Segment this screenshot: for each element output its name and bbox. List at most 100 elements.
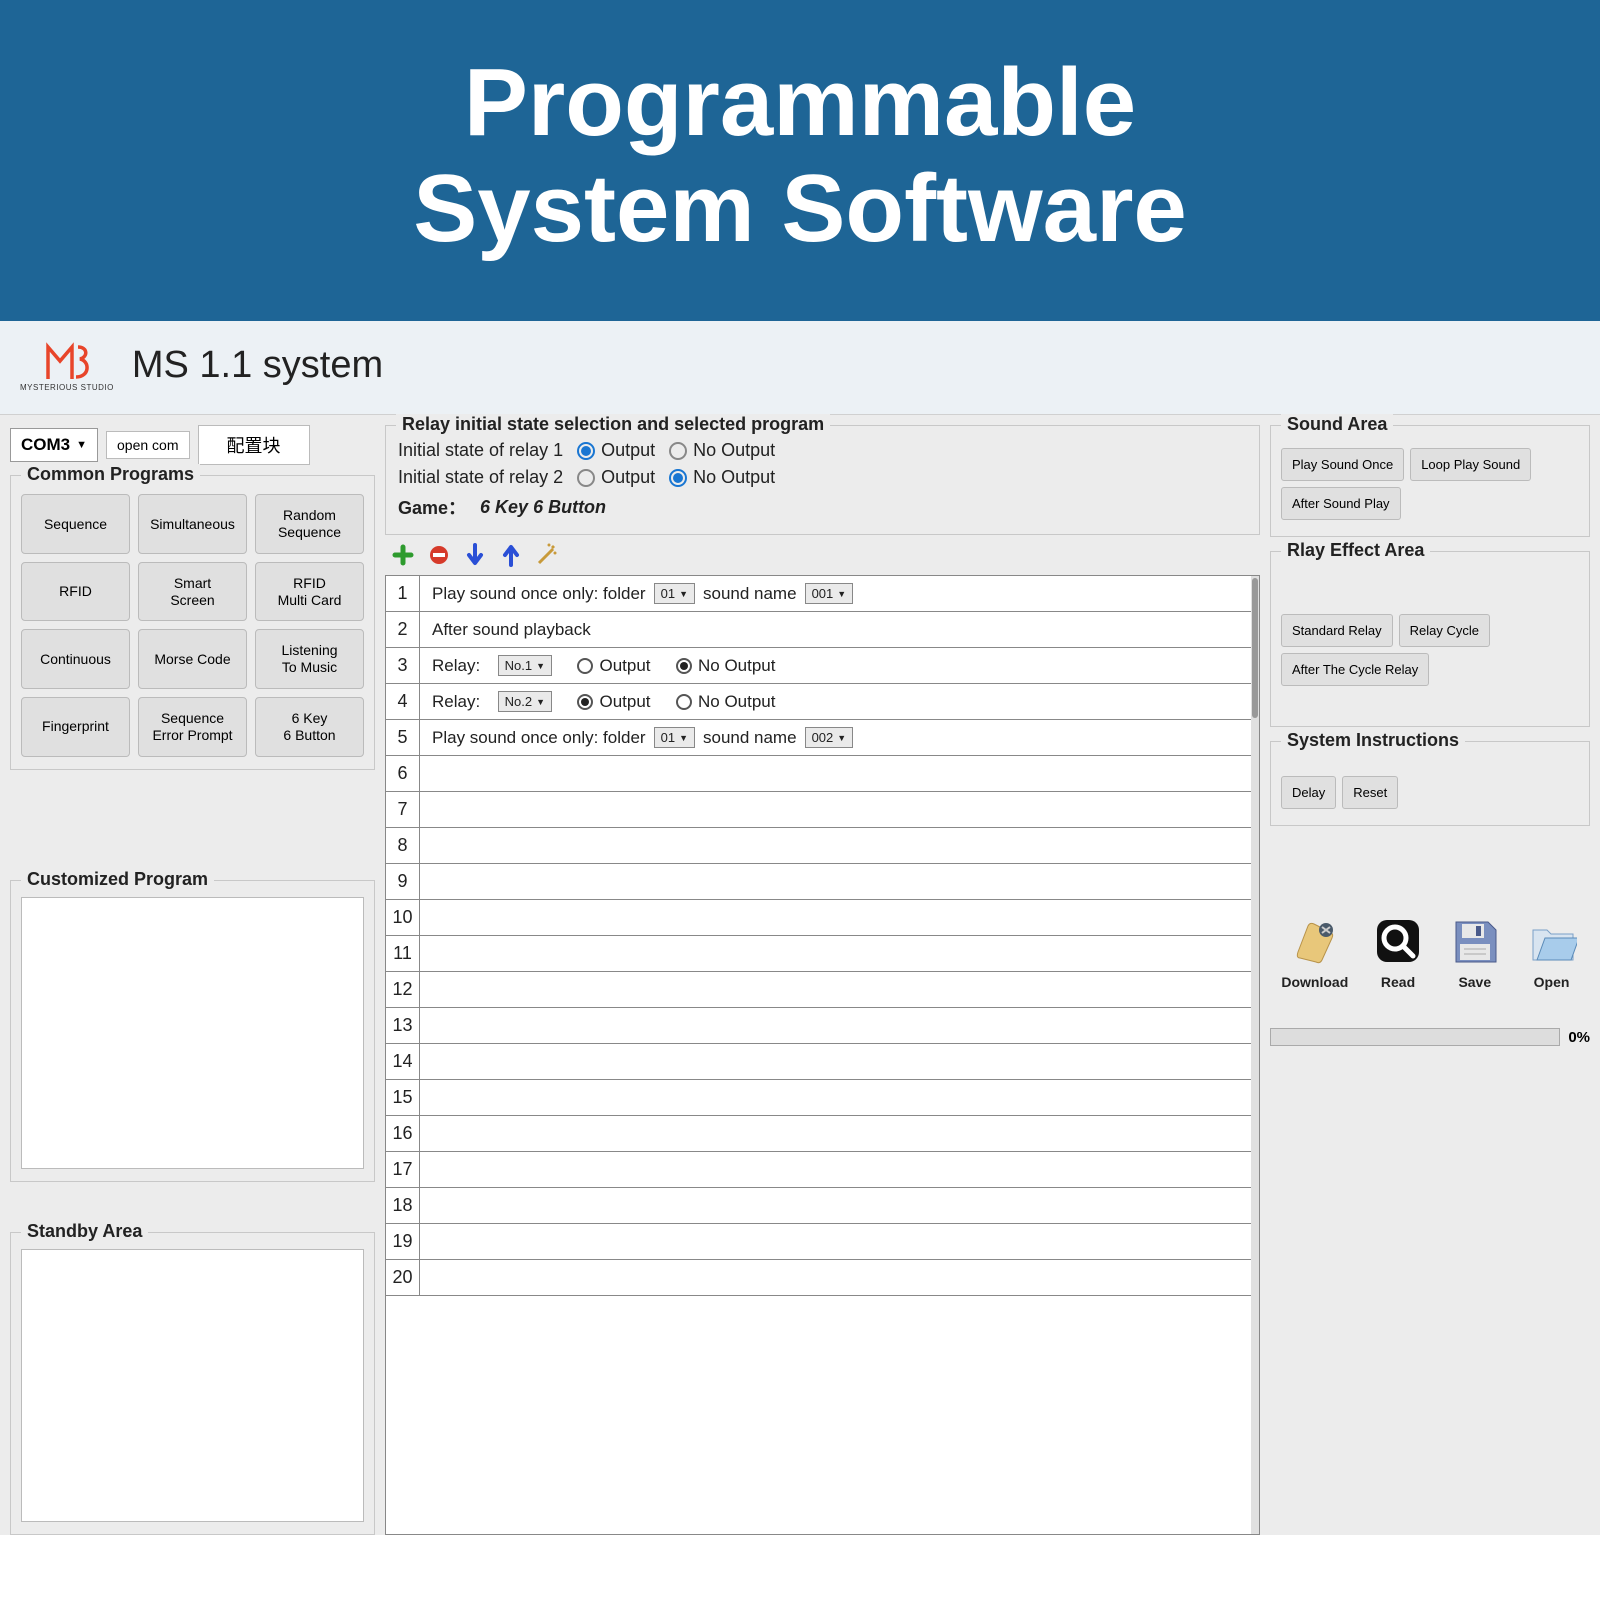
mini-select[interactable]: No.2 ▼ bbox=[498, 691, 552, 712]
step-row[interactable]: 7 bbox=[386, 792, 1251, 828]
action-button[interactable]: Relay Cycle bbox=[1399, 614, 1490, 647]
step-row[interactable]: 17 bbox=[386, 1152, 1251, 1188]
relay2-nooutput-radio[interactable]: No Output bbox=[669, 467, 775, 488]
step-number: 8 bbox=[386, 828, 420, 863]
step-content bbox=[420, 840, 1251, 852]
read-button[interactable]: Read bbox=[1371, 914, 1425, 990]
action-button[interactable]: After The Cycle Relay bbox=[1281, 653, 1429, 686]
mini-select[interactable]: 01 ▼ bbox=[654, 727, 695, 748]
move-up-icon[interactable] bbox=[499, 543, 523, 567]
action-button[interactable]: After Sound Play bbox=[1281, 487, 1401, 520]
relay1-label: Initial state of relay 1 bbox=[398, 440, 563, 461]
step-number: 4 bbox=[386, 684, 420, 719]
program-button[interactable]: SmartScreen bbox=[138, 562, 247, 622]
step-content: Play sound once only: folder 01 ▼ sound … bbox=[420, 721, 1251, 754]
step-number: 3 bbox=[386, 648, 420, 683]
step-row[interactable]: 3Relay: No.1 ▼ Output No Output bbox=[386, 648, 1251, 684]
relay1-output-radio[interactable]: Output bbox=[577, 440, 655, 461]
standby-area-box[interactable] bbox=[21, 1249, 364, 1522]
step-row[interactable]: 10 bbox=[386, 900, 1251, 936]
mini-select[interactable]: 002 ▼ bbox=[805, 727, 854, 748]
remove-icon[interactable] bbox=[427, 543, 451, 567]
step-radio[interactable]: Output bbox=[577, 656, 650, 676]
left-column: COM3▼ open com 配置块 Common Programs Seque… bbox=[10, 425, 375, 1535]
step-row[interactable]: 6 bbox=[386, 756, 1251, 792]
download-icon bbox=[1290, 916, 1340, 966]
common-programs-panel: Common Programs SequenceSimultaneousRand… bbox=[10, 475, 375, 769]
action-button[interactable]: Reset bbox=[1342, 776, 1398, 809]
program-button[interactable]: RFID bbox=[21, 562, 130, 622]
program-button[interactable]: ListeningTo Music bbox=[255, 629, 364, 689]
step-number: 6 bbox=[386, 756, 420, 791]
download-button[interactable]: Download bbox=[1281, 914, 1348, 990]
program-button[interactable]: SequenceError Prompt bbox=[138, 697, 247, 757]
step-row[interactable]: 14 bbox=[386, 1044, 1251, 1080]
relay2-output-radio[interactable]: Output bbox=[577, 467, 655, 488]
add-icon[interactable] bbox=[391, 543, 415, 567]
step-number: 19 bbox=[386, 1224, 420, 1259]
step-row[interactable]: 8 bbox=[386, 828, 1251, 864]
program-button[interactable]: Fingerprint bbox=[21, 697, 130, 757]
step-content: After sound playback bbox=[420, 614, 1251, 646]
program-button[interactable]: Morse Code bbox=[138, 629, 247, 689]
mini-select[interactable]: 01 ▼ bbox=[654, 583, 695, 604]
title-bar: MYSTERIOUS STUDIO MS 1.1 system bbox=[0, 321, 1600, 415]
program-button[interactable]: Simultaneous bbox=[138, 494, 247, 554]
file-operations: Download Read Save Open bbox=[1270, 914, 1590, 990]
relay-state-panel: Relay initial state selection and select… bbox=[385, 425, 1260, 535]
step-row[interactable]: 20 bbox=[386, 1260, 1251, 1296]
save-button[interactable]: Save bbox=[1448, 914, 1502, 990]
mini-select[interactable]: No.1 ▼ bbox=[498, 655, 552, 676]
step-table: 1Play sound once only: folder 01 ▼ sound… bbox=[385, 575, 1260, 1535]
step-content bbox=[420, 1092, 1251, 1104]
relay-panel-title: Relay initial state selection and select… bbox=[396, 414, 830, 435]
step-radio[interactable]: No Output bbox=[676, 656, 776, 676]
step-row[interactable]: 15 bbox=[386, 1080, 1251, 1116]
step-row[interactable]: 16 bbox=[386, 1116, 1251, 1152]
open-com-button[interactable]: open com bbox=[106, 431, 189, 459]
step-number: 5 bbox=[386, 720, 420, 755]
step-row[interactable]: 11 bbox=[386, 936, 1251, 972]
step-row[interactable]: 9 bbox=[386, 864, 1251, 900]
step-radio[interactable]: No Output bbox=[676, 692, 776, 712]
relay-effect-title: Rlay Effect Area bbox=[1281, 540, 1430, 561]
open-button[interactable]: Open bbox=[1525, 914, 1579, 990]
com-port-select[interactable]: COM3▼ bbox=[10, 428, 98, 462]
program-button[interactable]: 6 Key6 Button bbox=[255, 697, 364, 757]
right-column: Sound Area Play Sound OnceLoop Play Soun… bbox=[1270, 425, 1590, 1535]
step-row[interactable]: 2After sound playback bbox=[386, 612, 1251, 648]
program-button[interactable]: Sequence bbox=[21, 494, 130, 554]
step-row[interactable]: 4Relay: No.2 ▼ Output No Output bbox=[386, 684, 1251, 720]
step-row[interactable]: 12 bbox=[386, 972, 1251, 1008]
action-button[interactable]: Loop Play Sound bbox=[1410, 448, 1531, 481]
program-button[interactable]: RandomSequence bbox=[255, 494, 364, 554]
program-button[interactable]: RFIDMulti Card bbox=[255, 562, 364, 622]
relay1-nooutput-radio[interactable]: No Output bbox=[669, 440, 775, 461]
mini-select[interactable]: 001 ▼ bbox=[805, 583, 854, 604]
relay-effect-panel: Rlay Effect Area Standard RelayRelay Cyc… bbox=[1270, 551, 1590, 727]
wand-icon[interactable] bbox=[535, 543, 559, 567]
program-button[interactable]: Continuous bbox=[21, 629, 130, 689]
customized-program-title: Customized Program bbox=[21, 869, 214, 890]
step-number: 11 bbox=[386, 936, 420, 971]
step-row[interactable]: 13 bbox=[386, 1008, 1251, 1044]
step-row[interactable]: 5Play sound once only: folder 01 ▼ sound… bbox=[386, 720, 1251, 756]
sound-area-panel: Sound Area Play Sound OnceLoop Play Soun… bbox=[1270, 425, 1590, 537]
config-button[interactable]: 配置块 bbox=[198, 425, 310, 465]
step-content bbox=[420, 1272, 1251, 1284]
standby-area-panel: Standby Area bbox=[10, 1232, 375, 1535]
action-button[interactable]: Play Sound Once bbox=[1281, 448, 1404, 481]
step-row[interactable]: 18 bbox=[386, 1188, 1251, 1224]
action-button[interactable]: Delay bbox=[1281, 776, 1336, 809]
step-number: 7 bbox=[386, 792, 420, 827]
step-number: 9 bbox=[386, 864, 420, 899]
step-content: Relay: No.2 ▼ Output No Output bbox=[420, 685, 1251, 718]
step-row[interactable]: 19 bbox=[386, 1224, 1251, 1260]
action-button[interactable]: Standard Relay bbox=[1281, 614, 1393, 647]
step-row[interactable]: 1Play sound once only: folder 01 ▼ sound… bbox=[386, 576, 1251, 612]
customized-program-box[interactable] bbox=[21, 897, 364, 1170]
banner: ProgrammableSystem Software bbox=[0, 0, 1600, 321]
move-down-icon[interactable] bbox=[463, 543, 487, 567]
step-radio[interactable]: Output bbox=[577, 692, 650, 712]
scrollbar[interactable] bbox=[1251, 576, 1259, 1534]
